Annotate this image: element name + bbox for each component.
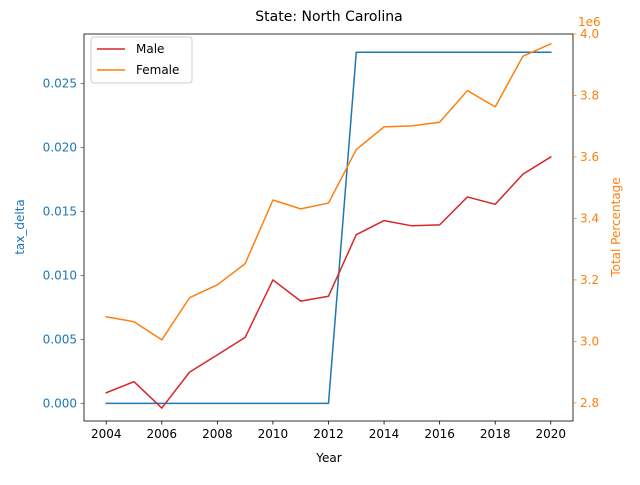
series-line-tax-delta [105, 51, 552, 405]
legend: Male Female [90, 36, 193, 84]
y-left-tick-label: 0.000 [43, 396, 77, 410]
y-right-tick-label: 4.0 [580, 27, 599, 41]
x-tick-label: 2016 [424, 427, 455, 441]
y-left-tick-label: 0.010 [43, 268, 77, 282]
y-left-tick-label: 0.020 [43, 141, 77, 155]
legend-label-female: Female [136, 63, 179, 77]
y-axis-right-offset-label: 1e6 [578, 15, 601, 29]
x-tick-label: 2010 [258, 427, 289, 441]
y-left-tick-label: 0.015 [43, 205, 77, 219]
x-tick-label: 2008 [202, 427, 233, 441]
x-axis-label: Year [315, 451, 341, 465]
legend-label-male: Male [136, 42, 164, 56]
axes: 2004 2006 2008 2010 2012 2014 2016 2018 2020 0.00… [43, 27, 599, 441]
series-line-male [105, 155, 552, 409]
y-right-tick-label: 3.4 [580, 211, 599, 225]
plot-area [105, 42, 552, 409]
x-tick-label: 2004 [91, 427, 122, 441]
y-left-tick-label: 0.005 [43, 332, 77, 346]
y-axis-left-label: tax_delta [13, 199, 27, 255]
y-right-tick-label: 3.0 [580, 334, 599, 348]
series-line-female [105, 42, 552, 341]
y-right-tick-label: 2.8 [580, 396, 599, 410]
x-tick-label: 2014 [369, 427, 400, 441]
y-right-tick-label: 3.8 [580, 88, 599, 102]
y-right-tick-label: 3.2 [580, 273, 599, 287]
chart-title: State: North Carolina [255, 9, 402, 25]
y-left-tick-label: 0.025 [43, 77, 77, 91]
y-right-tick-label: 3.6 [580, 150, 599, 164]
x-tick-label: 2020 [535, 427, 566, 441]
x-tick-label: 2012 [313, 427, 344, 441]
x-tick-label: 2018 [480, 427, 511, 441]
x-tick-label: 2006 [147, 427, 178, 441]
y-axis-right-label: Total Percentage [609, 177, 623, 277]
